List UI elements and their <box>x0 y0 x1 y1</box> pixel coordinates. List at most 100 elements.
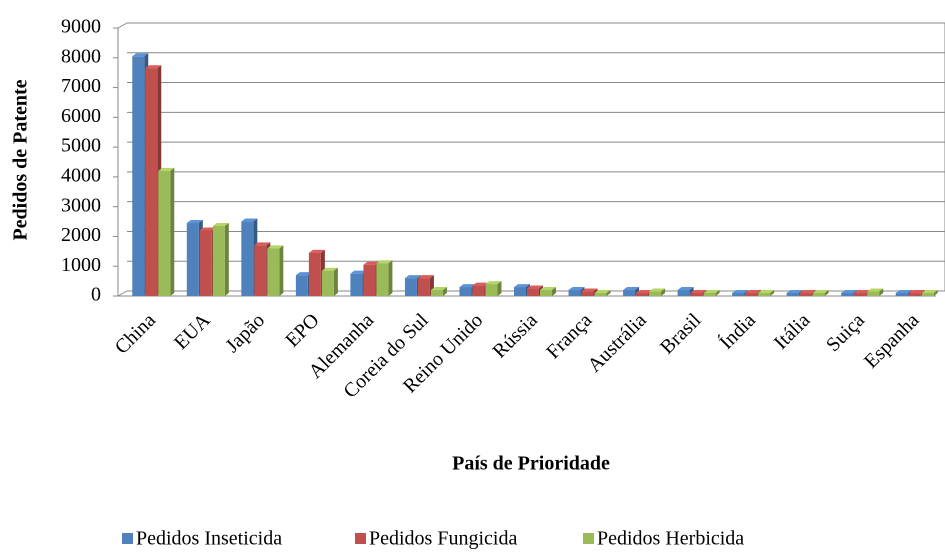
y-tick-label: 7000 <box>61 75 101 97</box>
bar <box>703 293 716 296</box>
x-tick-label: Espanha <box>860 309 924 373</box>
bar-top <box>568 287 585 291</box>
legend-swatch <box>583 533 594 544</box>
bar <box>895 293 908 296</box>
bar-top <box>677 287 694 291</box>
bar <box>350 273 363 296</box>
bar-side <box>279 245 284 296</box>
bar <box>527 288 539 296</box>
bar-top <box>921 290 938 294</box>
x-tick-label: Suiça <box>822 309 869 356</box>
bar-side <box>333 267 338 296</box>
bar <box>568 290 581 296</box>
bar <box>485 284 498 296</box>
x-tick-label: China <box>111 309 160 358</box>
bar <box>908 293 921 296</box>
bar-top <box>745 290 762 294</box>
legend-label: Pedidos Inseticida <box>136 528 282 550</box>
bar-top <box>485 281 502 285</box>
bar <box>404 278 417 296</box>
y-tick-label: 9000 <box>61 16 101 38</box>
bar <box>514 287 526 296</box>
legend-swatch <box>355 533 366 544</box>
x-tick-label: Japão <box>221 309 269 357</box>
bar-side <box>170 167 175 296</box>
x-tick-label: Itália <box>770 309 815 354</box>
bar-side <box>224 223 229 296</box>
bar <box>841 293 854 296</box>
bar-top <box>649 288 666 292</box>
bar-top <box>212 223 229 227</box>
bar <box>158 170 171 296</box>
bar <box>132 56 145 297</box>
bar-top <box>459 284 476 288</box>
bar-top <box>321 267 338 271</box>
bar-side <box>552 287 556 296</box>
bar-top <box>732 290 749 294</box>
floor-edge <box>117 290 128 297</box>
bar-top <box>267 245 284 249</box>
y-tick-label: 5000 <box>61 135 101 157</box>
x-axis-title: País de Prioridade <box>452 453 610 475</box>
bar-top <box>514 284 530 288</box>
bar-top <box>404 275 421 279</box>
bar-top <box>350 270 367 274</box>
bar <box>254 245 267 296</box>
bar <box>459 287 472 296</box>
x-tick-label: Austrália <box>583 309 650 376</box>
bar <box>241 221 254 296</box>
bar-top <box>908 290 925 294</box>
bar-top <box>581 288 598 292</box>
bar-top <box>308 249 325 253</box>
bar-top <box>636 290 653 294</box>
x-tick-label: EUA <box>170 309 215 354</box>
bar-top <box>186 220 203 224</box>
bar <box>363 264 376 296</box>
legend-swatch <box>122 533 133 544</box>
bar <box>921 293 934 296</box>
bar <box>186 223 199 296</box>
bar <box>145 68 158 296</box>
bar-side <box>388 260 393 296</box>
bar-top <box>895 290 912 294</box>
y-tick-label: 4000 <box>61 164 101 186</box>
bar <box>472 285 485 296</box>
legend-label: Pedidos Herbicida <box>597 528 744 550</box>
bar-top <box>703 290 720 294</box>
bar-top <box>363 261 380 265</box>
bar <box>321 270 334 296</box>
bar <box>540 290 552 296</box>
y-tick-label: 1000 <box>61 254 101 276</box>
bar-top <box>786 290 803 294</box>
y-tick-label: 6000 <box>61 105 101 127</box>
bar-top <box>867 288 884 292</box>
bar <box>267 248 280 296</box>
bar-side <box>442 287 447 296</box>
legend-label: Pedidos Fungicida <box>369 528 517 550</box>
bar <box>690 293 703 296</box>
bar <box>376 263 389 296</box>
bar <box>623 290 636 296</box>
bar <box>308 252 321 296</box>
x-tick-label: EPO <box>281 309 323 351</box>
bar <box>786 293 799 296</box>
bar-top <box>690 290 707 294</box>
bar-side <box>715 290 720 296</box>
bar-top <box>132 53 149 57</box>
bar <box>212 226 225 296</box>
bar-side <box>661 288 666 296</box>
bar-top <box>841 290 858 294</box>
bar-top <box>417 275 434 279</box>
bar-top <box>527 285 543 289</box>
bar-top <box>158 167 175 171</box>
bar <box>812 293 825 296</box>
bar-top <box>799 290 816 294</box>
x-tick-label: Rússia <box>489 309 542 362</box>
bar <box>581 291 594 296</box>
x-tick-label: Índia <box>715 308 760 353</box>
bar-top <box>594 290 611 294</box>
bar <box>594 293 607 296</box>
bar <box>636 293 649 296</box>
bar-top <box>812 290 829 294</box>
